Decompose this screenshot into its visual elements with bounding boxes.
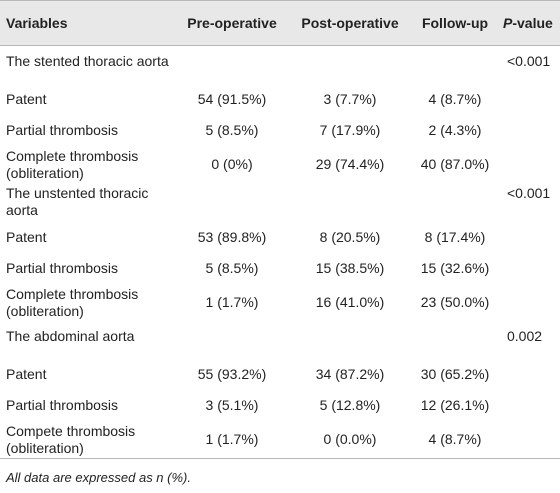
section-row: The stented thoracic aorta <0.001 bbox=[0, 46, 560, 85]
table-row: Compete thrombosis (obliteration) 1 (1.7… bbox=[0, 421, 560, 459]
cell-pre: 1 (1.7%) bbox=[205, 294, 259, 310]
section-p-value: <0.001 bbox=[507, 53, 551, 69]
row-label: Patent bbox=[6, 229, 47, 245]
cell-follow: 30 (65.2%) bbox=[420, 366, 490, 382]
cell-pre: 5 (8.5%) bbox=[205, 260, 259, 276]
section-row: The abdominal aorta 0.002 bbox=[0, 321, 560, 359]
table-row: Complete thrombosis (obliteration) 1 (1.… bbox=[0, 284, 560, 321]
cell-post: 0 (0.0%) bbox=[291, 421, 409, 459]
section-title: The unstented thoracic aorta bbox=[6, 185, 149, 218]
header-p-value: P-value bbox=[501, 0, 560, 46]
cell-follow: 4 (8.7%) bbox=[428, 91, 482, 107]
cell-post: 5 (12.8%) bbox=[319, 397, 381, 413]
row-label: Partial thrombosis bbox=[6, 260, 119, 276]
cell-pre: 3 (5.1%) bbox=[205, 397, 259, 413]
cell-follow: 2 (4.3%) bbox=[428, 122, 482, 138]
table-row: Partial thrombosis 5 (8.5%) 15 (38.5%) 1… bbox=[0, 253, 560, 284]
header-row: Variables Pre-operative Post-operative F… bbox=[0, 0, 560, 46]
section-p-value: 0.002 bbox=[507, 328, 543, 344]
cell-post: 7 (17.9%) bbox=[319, 122, 381, 138]
cell-post: 15 (38.5%) bbox=[315, 260, 385, 276]
cell-follow: 8 (17.4%) bbox=[424, 229, 486, 245]
row-label: Partial thrombosis bbox=[6, 397, 119, 413]
row-label: Patent bbox=[6, 366, 47, 382]
section-row: The unstented thoracic aorta <0.001 bbox=[0, 183, 560, 222]
cell-follow: 23 (50.0%) bbox=[420, 294, 490, 310]
header-pre-operative: Pre-operative bbox=[173, 0, 291, 46]
cell-pre: 55 (93.2%) bbox=[197, 366, 267, 382]
cell-pre: 54 (91.5%) bbox=[197, 91, 267, 107]
header-follow-up: Follow-up bbox=[409, 0, 501, 46]
cell-follow: 40 (87.0%) bbox=[420, 156, 490, 172]
table-row: Partial thrombosis 3 (5.1%) 5 (12.8%) 12… bbox=[0, 390, 560, 421]
cell-pre: 53 (89.8%) bbox=[197, 229, 267, 245]
cell-pre: 1 (1.7%) bbox=[173, 421, 291, 459]
header-p-suffix: -value bbox=[512, 14, 553, 31]
header-post-operative: Post-operative bbox=[291, 0, 409, 46]
cell-post: 8 (20.5%) bbox=[319, 229, 381, 245]
cell-follow: 4 (8.7%) bbox=[409, 421, 501, 459]
row-label: Patent bbox=[6, 91, 47, 107]
table-row: Patent 53 (89.8%) 8 (20.5%) 8 (17.4%) bbox=[0, 222, 560, 253]
cell-post: 34 (87.2%) bbox=[315, 366, 385, 382]
section-p-value: <0.001 bbox=[507, 185, 551, 201]
table-row: Patent 55 (93.2%) 34 (87.2%) 30 (65.2%) bbox=[0, 359, 560, 390]
row-label: Complete thrombosis (obliteration) bbox=[6, 285, 139, 319]
cell-pre: 5 (8.5%) bbox=[205, 122, 259, 138]
cell-follow: 12 (26.1%) bbox=[420, 397, 490, 413]
table-row: Partial thrombosis 5 (8.5%) 7 (17.9%) 2 … bbox=[0, 115, 560, 146]
results-table: Variables Pre-operative Post-operative F… bbox=[0, 0, 560, 459]
cell-follow: 15 (32.6%) bbox=[420, 260, 490, 276]
table-footnote: All data are expressed as n (%). bbox=[6, 470, 191, 485]
section-title: The abdominal aorta bbox=[6, 328, 135, 344]
row-label: Complete thrombosis (obliteration) bbox=[6, 147, 139, 181]
table-row: Complete thrombosis (obliteration) 0 (0%… bbox=[0, 146, 560, 183]
cell-post: 29 (74.4%) bbox=[315, 156, 385, 172]
cell-pre: 0 (0%) bbox=[211, 156, 253, 172]
row-label: Compete thrombosis (obliteration) bbox=[0, 421, 173, 459]
section-title: The stented thoracic aorta bbox=[6, 53, 169, 69]
cell-post: 3 (7.7%) bbox=[323, 91, 377, 107]
header-p-italic: P bbox=[503, 14, 513, 31]
header-variables: Variables bbox=[0, 0, 173, 46]
table-row: Patent 54 (91.5%) 3 (7.7%) 4 (8.7%) bbox=[0, 84, 560, 115]
cell-post: 16 (41.0%) bbox=[315, 294, 385, 310]
row-label: Partial thrombosis bbox=[6, 122, 119, 138]
